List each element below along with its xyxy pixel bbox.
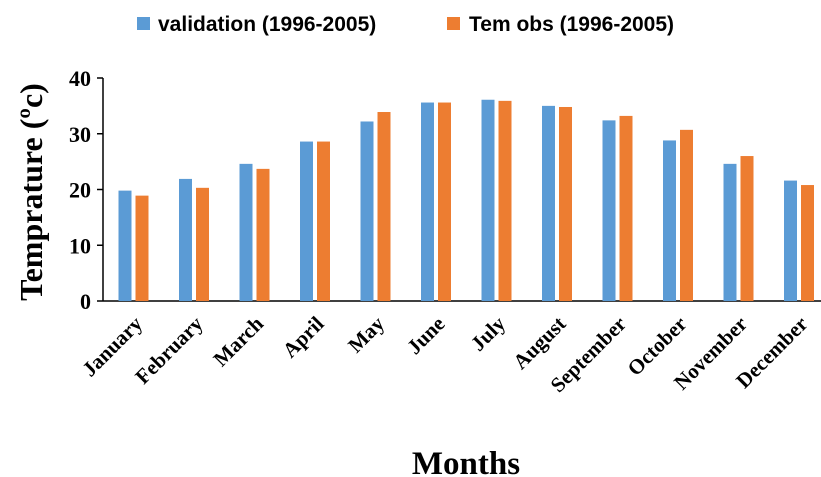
bar-tem-obs-april	[317, 141, 330, 301]
bar-validation-august	[542, 105, 555, 301]
bar-tem-obs-march	[256, 168, 270, 301]
bars	[118, 99, 814, 302]
legend-swatch-validation	[137, 17, 150, 30]
bar-tem-obs-october	[680, 129, 693, 301]
bar-tem-obs-february	[196, 187, 209, 301]
bar-tem-obs-january	[135, 195, 149, 301]
bar-tem-obs-november	[740, 156, 754, 301]
y-axis-ticks: 0 10 20 30 40	[69, 66, 103, 314]
bar-tem-obs-december	[801, 185, 814, 301]
bar-validation-february	[179, 178, 192, 301]
y-tick-label: 30	[69, 122, 91, 147]
category-label-june: June	[402, 312, 450, 360]
bar-validation-december	[784, 180, 797, 301]
x-axis-title: Months	[412, 446, 520, 477]
category-label-march: March	[208, 311, 268, 371]
bar-tem-obs-july	[498, 100, 512, 301]
bar-validation-september	[602, 120, 616, 302]
bar-validation-october	[663, 140, 676, 301]
legend: validation (1996-2005) Tem obs (1996-2005…	[137, 13, 674, 36]
bar-validation-june	[421, 102, 434, 301]
legend-swatch-tem-obs	[447, 17, 460, 30]
bar-tem-obs-may	[377, 112, 391, 301]
bar-tem-obs-august	[559, 106, 572, 302]
bar-validation-january	[118, 190, 132, 301]
y-tick-label: 40	[69, 66, 91, 91]
bar-validation-march	[239, 163, 253, 301]
y-tick-label: 10	[69, 233, 91, 258]
y-axis-title: Temprature (ºc)	[13, 83, 49, 301]
bar-tem-obs-june	[438, 102, 451, 301]
category-label-july: July	[466, 311, 511, 356]
category-label-february: February	[130, 311, 208, 389]
bar-validation-november	[723, 163, 737, 301]
category-label-april: April	[278, 311, 329, 362]
bar-validation-may	[360, 121, 374, 301]
legend-label-validation: validation (1996-2005)	[158, 13, 376, 36]
bar-validation-april	[300, 141, 313, 301]
bar-validation-july	[481, 99, 495, 302]
category-label-may: May	[343, 311, 389, 357]
legend-label-tem-obs: Tem obs (1996-2005)	[469, 13, 674, 36]
bar-tem-obs-september	[619, 115, 633, 301]
y-tick-label: 0	[80, 289, 91, 314]
y-tick-label: 20	[69, 178, 91, 203]
